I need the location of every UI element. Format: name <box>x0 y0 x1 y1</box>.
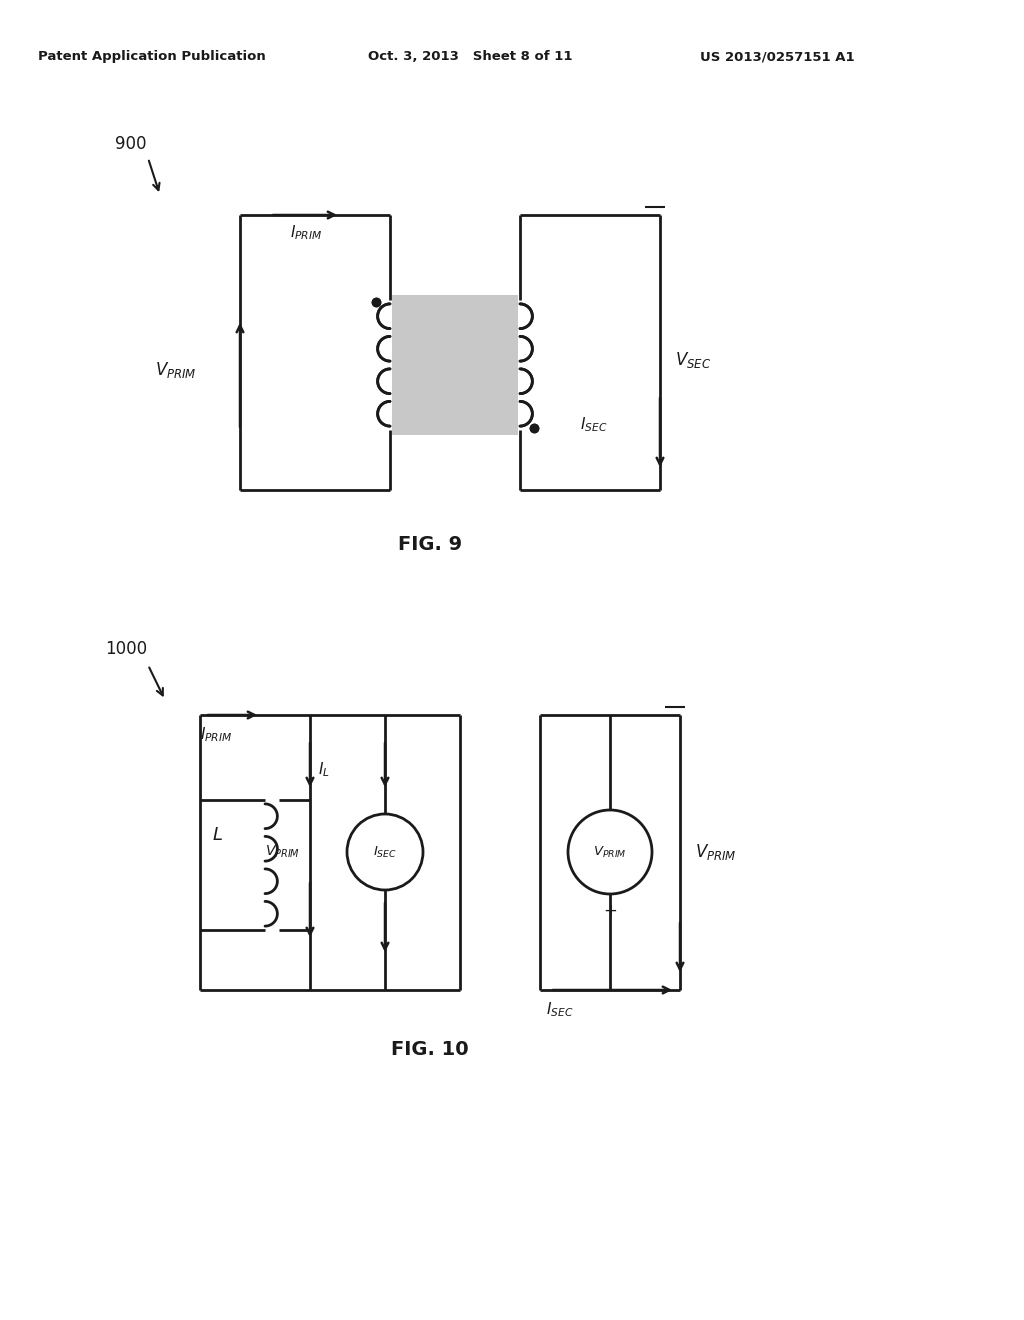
Text: $L$: $L$ <box>212 826 223 843</box>
Text: $V_{PRIM}$: $V_{PRIM}$ <box>265 843 300 861</box>
Text: US 2013/0257151 A1: US 2013/0257151 A1 <box>700 50 855 63</box>
Text: 1000: 1000 <box>105 640 147 657</box>
Text: Patent Application Publication: Patent Application Publication <box>38 50 266 63</box>
Text: $I_{SEC}$: $I_{SEC}$ <box>580 416 607 434</box>
Text: $I_{PRIM}$: $I_{PRIM}$ <box>290 223 323 242</box>
Text: FIG. 9: FIG. 9 <box>398 535 462 554</box>
Text: $I_{SEC}$: $I_{SEC}$ <box>546 1001 573 1019</box>
Text: $V_{PRIM}$: $V_{PRIM}$ <box>155 360 197 380</box>
Circle shape <box>568 810 652 894</box>
Circle shape <box>347 814 423 890</box>
Text: $V_{PRIM}$: $V_{PRIM}$ <box>695 842 736 862</box>
Bar <box>392 294 518 436</box>
Text: $V_{SEC}$: $V_{SEC}$ <box>675 350 712 370</box>
Text: +: + <box>603 902 616 920</box>
Text: $I_{SEC}$: $I_{SEC}$ <box>373 845 397 859</box>
Text: $I_L$: $I_L$ <box>318 760 330 779</box>
Text: Oct. 3, 2013   Sheet 8 of 11: Oct. 3, 2013 Sheet 8 of 11 <box>368 50 572 63</box>
Text: 900: 900 <box>115 135 146 153</box>
Text: $I_{PRIM}$: $I_{PRIM}$ <box>200 725 232 743</box>
Text: $V_{PRIM}$: $V_{PRIM}$ <box>593 845 627 859</box>
Text: FIG. 10: FIG. 10 <box>391 1040 469 1059</box>
